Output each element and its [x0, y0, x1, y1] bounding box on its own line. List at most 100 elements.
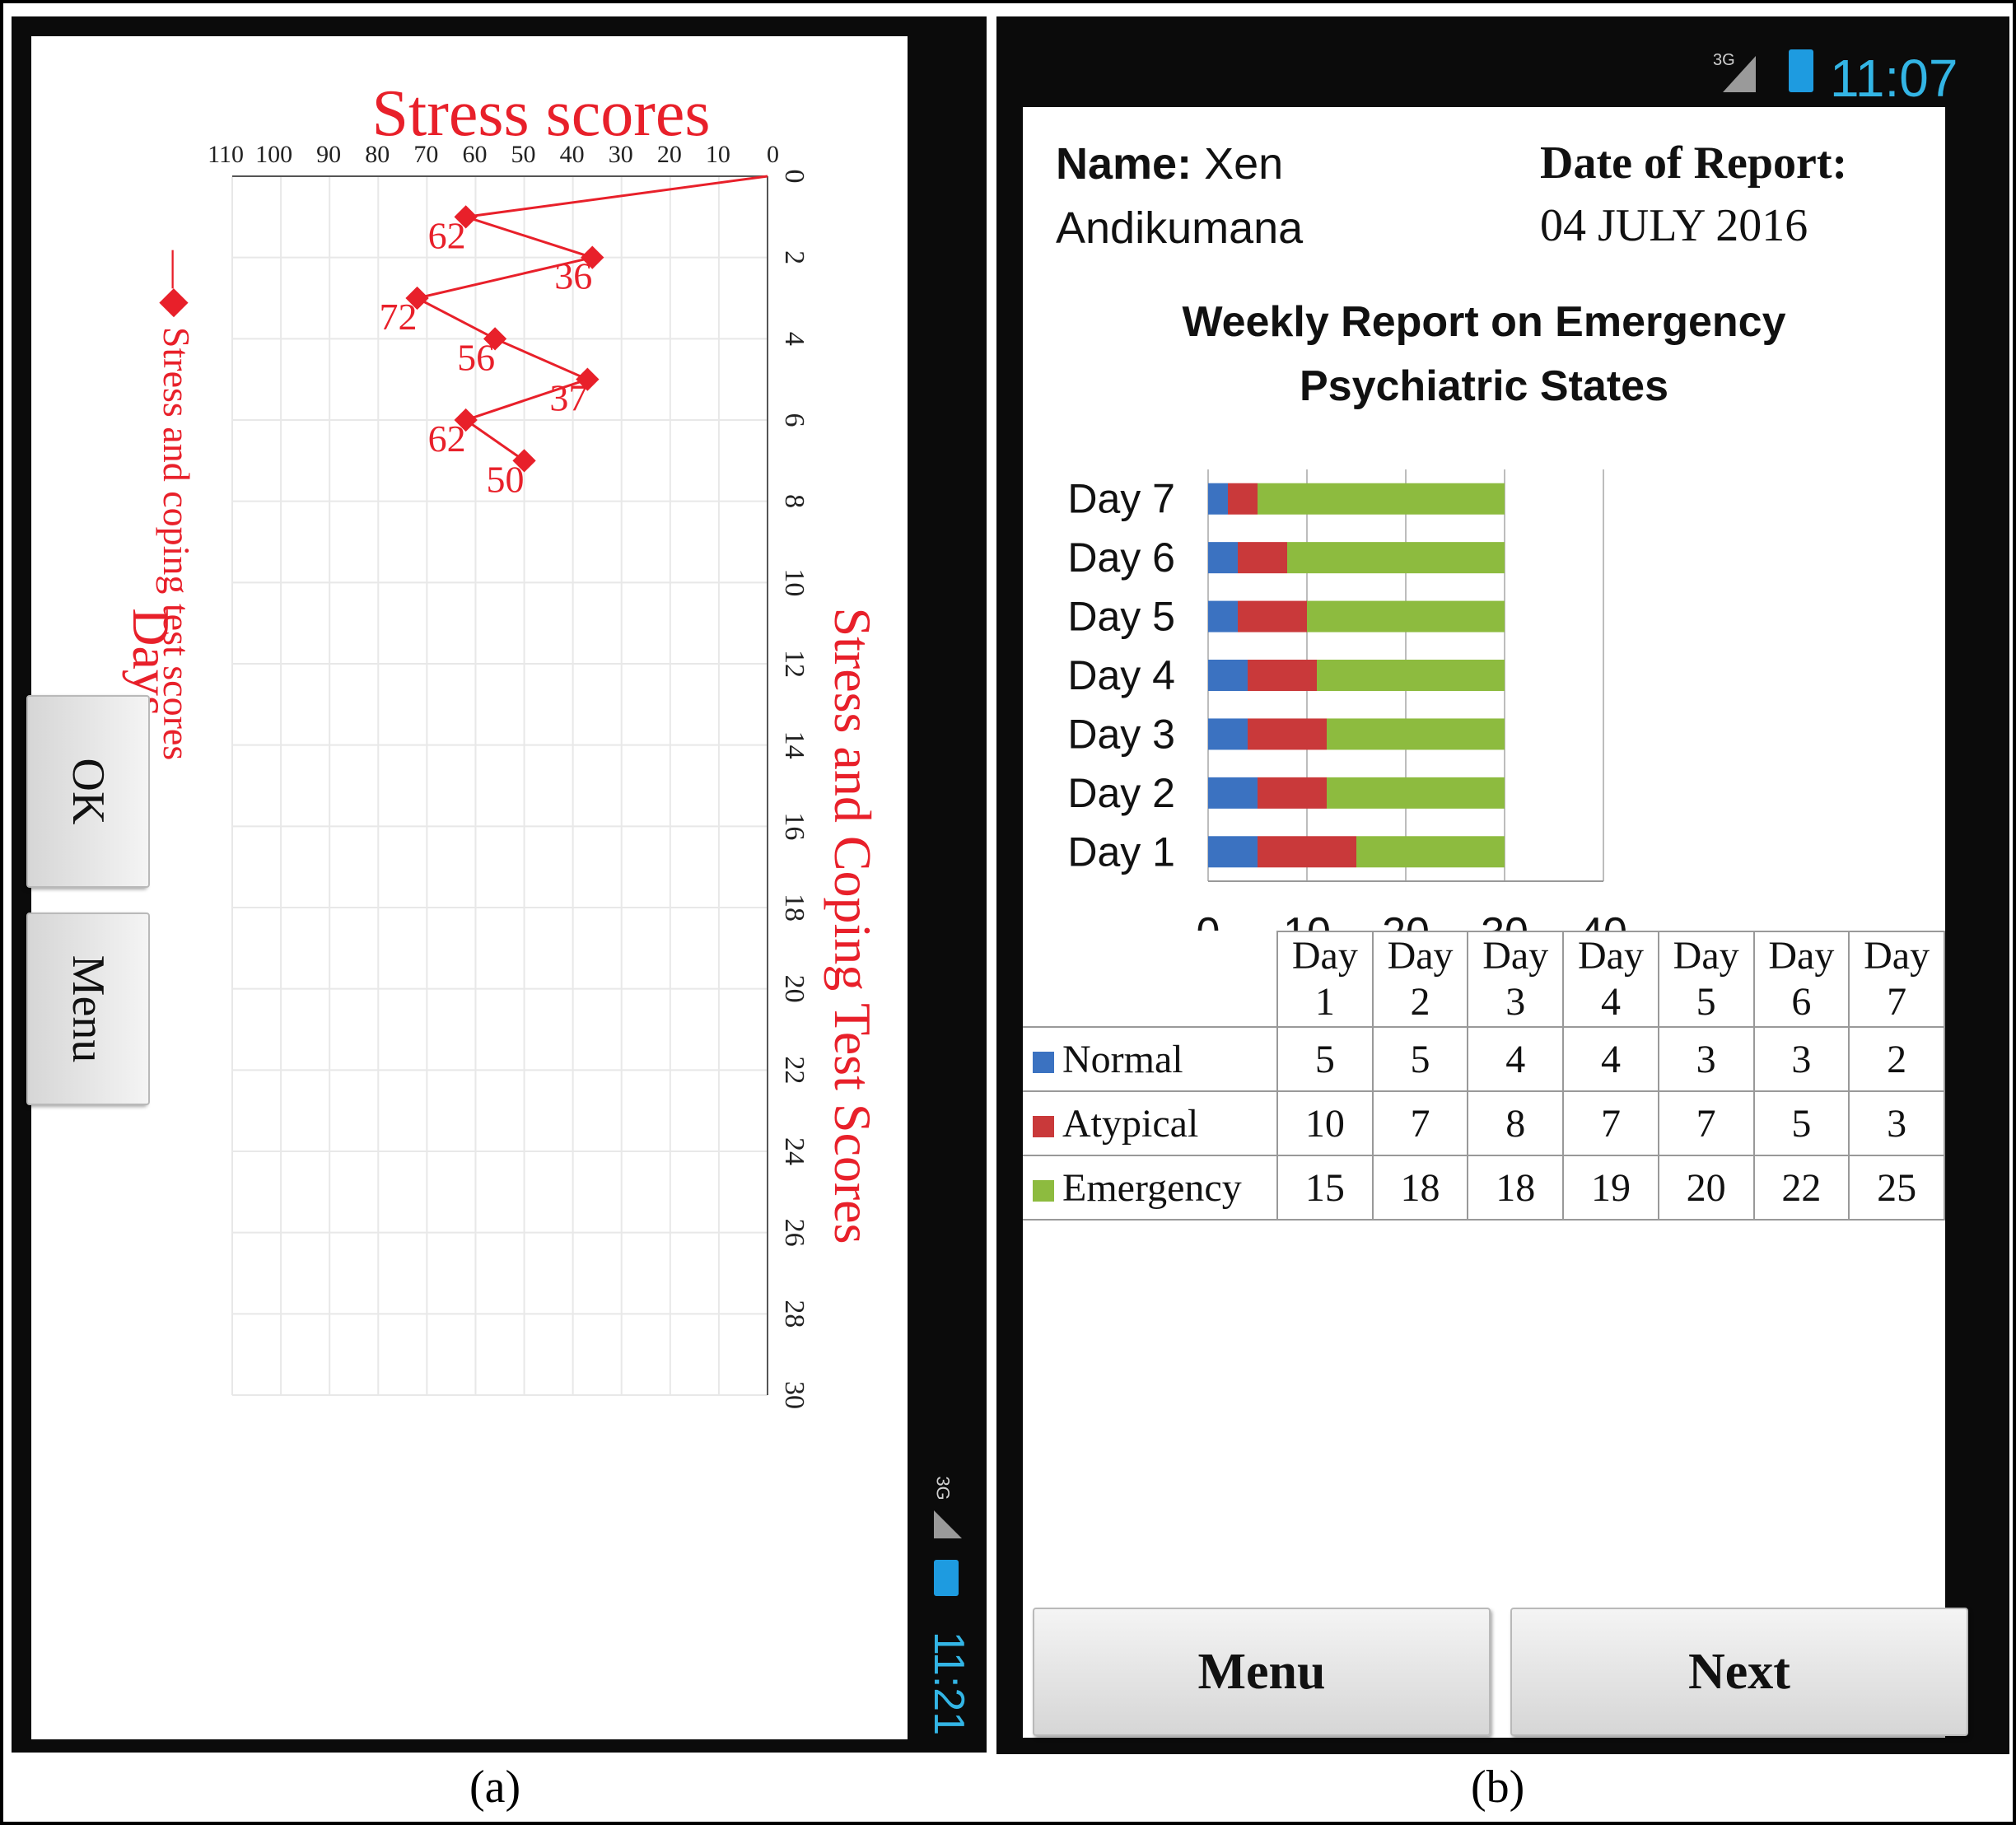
status-bar-a: 3G 11:21 [909, 36, 987, 1739]
x-tick-label: 30 [779, 1381, 810, 1409]
table-cell: 18 [1467, 1155, 1565, 1221]
bar-segment-emergency [1287, 542, 1505, 574]
category-label: Day 3 [1067, 711, 1175, 757]
table-header-cell: Day 7 [1848, 931, 1945, 1028]
table-cell: 3 [1848, 1090, 1945, 1156]
data-point [454, 205, 478, 229]
table-header-cell: Day 1 [1276, 931, 1374, 1028]
rotated-content-a: Stress and Coping Test Scores 0 2 4 6 8 10 12 1… [26, 36, 908, 1739]
table-cell: 19 [1562, 1155, 1659, 1221]
phone-b: 3G 11:07 Name: Xen Andikumana Date of Re… [996, 16, 2009, 1754]
weekly-report-chart: 0 10 20 30 40 Day 1 Day 2 Day 3 Day 4 Day 5 Day 6 D… [1067, 469, 1627, 931]
header-line: Day [1577, 934, 1644, 978]
x-tick-label: 28 [779, 1300, 810, 1328]
data-label: 56 [457, 336, 495, 378]
x-tick-label: 10 [779, 568, 810, 596]
legend-label: Stress and coping test scores [156, 326, 198, 761]
table-row: Normal 5 5 4 4 3 3 2 [1023, 1026, 1945, 1092]
table-header-row: Day 1 Day 2 Day 3 Day 4 Day 5 Day 6 Day 7 [1023, 931, 1945, 1028]
header-line: 5 [1696, 980, 1716, 1024]
table-cell: 4 [1467, 1026, 1565, 1092]
chart-b-title-1: Weekly Report on Emergency [1182, 298, 1786, 346]
bar-segment-normal [1208, 777, 1258, 809]
x-tick-label: 26 [779, 1219, 810, 1247]
table-cell: 3 [1752, 1026, 1850, 1092]
y-tick-label: 40 [560, 141, 585, 168]
x-tick-label: 14 [779, 731, 810, 759]
table-header-cell: Day 3 [1467, 931, 1565, 1028]
x-tick-label: 20 [779, 975, 810, 1003]
bar-segment-atypical [1228, 483, 1258, 515]
data-point [483, 327, 507, 351]
bar-segment-normal [1208, 836, 1258, 868]
table-cell: 22 [1752, 1155, 1850, 1221]
clock-a: 11:21 [925, 1631, 973, 1736]
screen-a: Stress and Coping Test Scores 0 2 4 6 8 10 12 1… [26, 36, 908, 1739]
y-tick-label: 100 [255, 141, 292, 168]
header-line: Day [1291, 934, 1358, 978]
ok-button[interactable]: OK [26, 695, 150, 888]
y-tick-label: 70 [413, 141, 438, 168]
table-header-cell: Day 6 [1752, 931, 1850, 1028]
x-tick-label: 2 [779, 250, 810, 264]
header-line: 7 [1887, 980, 1907, 1024]
battery-icon [934, 1560, 959, 1596]
bar-segment-normal [1208, 600, 1238, 632]
bar-segment-emergency [1327, 718, 1505, 750]
table-header-cell: Day 2 [1371, 931, 1469, 1028]
menu-button-b[interactable]: Menu [1033, 1608, 1491, 1736]
legend-swatch-icon [1033, 1052, 1054, 1074]
y-tick-label: 10 [706, 141, 730, 168]
table-cell: 7 [1562, 1090, 1659, 1156]
table-cell: 7 [1371, 1090, 1469, 1156]
table-cell: 15 [1276, 1155, 1374, 1221]
legend-swatch-icon [1033, 1180, 1054, 1202]
data-point [576, 367, 600, 391]
table-row: Emergency 15 18 18 19 20 22 25 [1023, 1155, 1945, 1221]
chart-b-title: Weekly Report on Emergency Psychiatric S… [1023, 290, 1945, 418]
data-label: 36 [554, 255, 592, 297]
x-tick-label: 22 [779, 1056, 810, 1084]
x-tick-label: 6 [779, 413, 810, 427]
y-tick-label: 30 [609, 141, 633, 168]
next-button[interactable]: Next [1510, 1608, 1968, 1736]
data-label: 50 [487, 458, 525, 500]
header-line: 6 [1791, 980, 1812, 1024]
bar-segment-normal [1208, 483, 1228, 515]
screen-b: Name: Xen Andikumana Date of Report: 04 … [1023, 107, 1968, 1738]
header-line: 1 [1314, 980, 1335, 1024]
x-tick-label: 10 [1283, 909, 1331, 931]
series-name: Normal [1062, 1037, 1183, 1081]
data-table: Day 1 Day 2 Day 3 Day 4 Day 5 Day 6 Day 7 Normal 5 5 4 4 3… [1023, 931, 1945, 1221]
phone-a: Stress and Coping Test Scores 0 2 4 6 8 10 12 1… [12, 16, 987, 1753]
x-tick-label: 20 [1382, 909, 1430, 931]
table-cell: 5 [1276, 1026, 1374, 1092]
series-line [413, 175, 768, 462]
x-tick-label: 16 [779, 812, 810, 840]
header-line: Day [1864, 934, 1930, 978]
y-tick-label: 0 [767, 141, 779, 168]
bar-segment-atypical [1238, 542, 1287, 574]
bar-segment-emergency [1258, 483, 1505, 515]
name-label: Name: [1056, 139, 1192, 189]
series-name: Emergency [1062, 1165, 1242, 1210]
date-block: Date of Report: 04 JULY 2016 [1540, 132, 1847, 257]
date-value: 04 JULY 2016 [1540, 200, 1808, 251]
bar-segment-atypical [1248, 718, 1327, 750]
x-tick-label: 8 [779, 494, 810, 508]
table-cell: 7 [1657, 1090, 1755, 1156]
table-row: Atypical 10 7 8 7 7 5 3 [1023, 1090, 1945, 1156]
x-tick-label: 30 [1481, 909, 1528, 931]
caption-b: (b) [1471, 1762, 1525, 1813]
header-line: 2 [1410, 980, 1430, 1024]
row-label: Normal [1023, 1026, 1278, 1092]
signal-icon [934, 1510, 962, 1538]
stress-chart: 0246810121416182022242628300102030405060… [122, 77, 810, 1409]
x-tick-label: 24 [779, 1137, 810, 1165]
category-label: Day 5 [1067, 594, 1175, 640]
bar-segment-emergency [1356, 836, 1505, 868]
header-line: Day [1387, 934, 1454, 978]
table-cell: 5 [1752, 1090, 1850, 1156]
menu-button[interactable]: Menu [26, 912, 150, 1105]
data-label: 72 [380, 296, 418, 338]
